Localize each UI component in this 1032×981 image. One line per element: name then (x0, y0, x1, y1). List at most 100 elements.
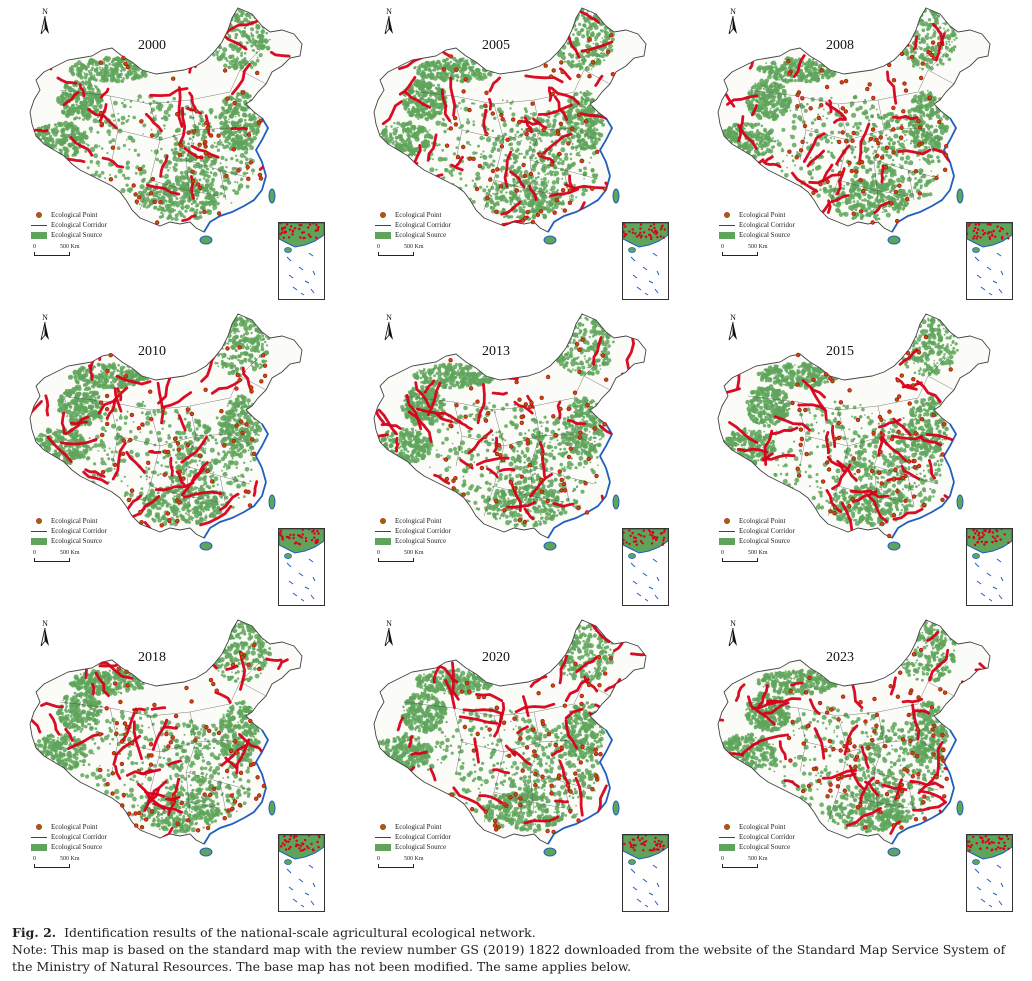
taiwan-island (612, 188, 620, 204)
legend-item-corridor: Ecological Corridor (374, 220, 484, 230)
ecological-point-layer (443, 337, 609, 525)
national-boundary (373, 7, 647, 233)
scale-distance-label: 500 Km (404, 856, 424, 862)
taiwan-island (612, 800, 620, 816)
internal-boundaries (59, 355, 267, 517)
ecological-point-layer (97, 642, 267, 833)
legend-point-label: Ecological Point (51, 211, 98, 219)
scale-bar: 0 500 Km (33, 550, 114, 566)
map-legend: Ecological Point Ecological Corridor Eco… (374, 516, 484, 546)
legend-corridor-label: Ecological Corridor (51, 221, 107, 229)
figure-label: Fig. 2. (12, 925, 57, 940)
china-map (29, 7, 303, 245)
scale-distance-label: 500 Km (404, 550, 424, 556)
legend-item-point: Ecological Point (718, 516, 828, 526)
china-map (717, 313, 991, 551)
hainan-island (199, 847, 213, 857)
south-china-sea-inset (622, 834, 669, 912)
legend-point-label: Ecological Point (395, 823, 442, 831)
map-legend: Ecological Point Ecological Corridor Eco… (30, 516, 140, 546)
legend-item-source: Ecological Source (30, 536, 140, 546)
point-symbol-icon (36, 212, 42, 218)
corridor-symbol-icon (719, 224, 735, 226)
ecological-point-layer (790, 334, 953, 539)
legend-source-label: Ecological Source (739, 231, 791, 239)
scale-bar-line (34, 252, 70, 256)
hainan-island (199, 235, 213, 245)
national-boundary (373, 313, 647, 539)
ecological-corridor-layer (30, 637, 289, 839)
coastline (547, 787, 611, 845)
corridor-symbol-icon (719, 530, 735, 532)
map-year-label: 2023 (826, 650, 854, 665)
north-arrow-icon: N (40, 7, 49, 35)
legend-point-label: Ecological Point (739, 517, 786, 525)
scale-distance-label: 500 Km (60, 244, 80, 250)
source-symbol-icon (719, 843, 735, 851)
national-boundary (29, 313, 303, 539)
ecological-point-layer (98, 55, 264, 225)
scale-distance-label: 500 Km (60, 856, 80, 862)
south-china-sea-inset (966, 834, 1013, 912)
taiwan-island (268, 800, 276, 816)
map-panel-grid: N 2000 Ecological Point Ecological Corri… (29, 0, 1032, 918)
scale-zero-label: 0 (33, 244, 36, 250)
legend-item-corridor: Ecological Corridor (30, 526, 140, 536)
legend-source-label: Ecological Source (51, 231, 103, 239)
source-symbol-icon (719, 231, 735, 239)
scale-bar: 0 500 Km (377, 244, 458, 260)
legend-item-corridor: Ecological Corridor (374, 526, 484, 536)
map-panel-2015: N 2015 Ecological Point Ecological Corri… (688, 306, 1032, 612)
hainan-island (199, 541, 213, 551)
source-symbol-icon (31, 537, 47, 545)
scale-bar: 0 500 Km (721, 856, 802, 872)
coastline (547, 481, 611, 539)
south-china-sea-inset (278, 222, 325, 300)
legend-item-source: Ecological Source (718, 230, 828, 240)
national-boundary (717, 7, 991, 233)
legend-corridor-label: Ecological Corridor (739, 833, 795, 841)
hainan-island (543, 235, 557, 245)
legend-item-source: Ecological Source (374, 230, 484, 240)
scale-distance-label: 500 Km (748, 856, 768, 862)
map-year-label: 2010 (138, 344, 166, 359)
legend-item-corridor: Ecological Corridor (718, 220, 828, 230)
map-panel-2013: N 2013 Ecological Point Ecological Corri… (344, 306, 688, 612)
legend-source-label: Ecological Source (51, 537, 103, 545)
scale-bar-line (378, 864, 414, 868)
scale-zero-label: 0 (721, 550, 724, 556)
ecological-corridor-layer (381, 10, 638, 226)
scale-zero-label: 0 (33, 856, 36, 862)
legend-item-point: Ecological Point (374, 822, 484, 832)
scale-zero-label: 0 (721, 244, 724, 250)
legend-item-corridor: Ecological Corridor (30, 220, 140, 230)
legend-corridor-label: Ecological Corridor (395, 527, 451, 535)
scale-bar: 0 500 Km (721, 244, 802, 260)
scale-zero-label: 0 (377, 550, 380, 556)
legend-item-source: Ecological Source (718, 842, 828, 852)
scale-distance-label: 500 Km (404, 244, 424, 250)
map-legend: Ecological Point Ecological Corridor Eco… (718, 516, 828, 546)
legend-point-label: Ecological Point (739, 823, 786, 831)
legend-corridor-label: Ecological Corridor (739, 221, 795, 229)
map-legend: Ecological Point Ecological Corridor Eco… (30, 822, 140, 852)
legend-item-point: Ecological Point (718, 210, 828, 220)
china-map (717, 7, 991, 245)
legend-item-corridor: Ecological Corridor (718, 832, 828, 842)
map-year-label: 2018 (138, 650, 166, 665)
point-symbol-icon (36, 824, 42, 830)
coastline (891, 481, 955, 539)
ecological-point-layer (441, 33, 616, 225)
legend-item-corridor: Ecological Corridor (718, 526, 828, 536)
legend-item-corridor: Ecological Corridor (374, 832, 484, 842)
map-panel-2005: N 2005 Ecological Point Ecological Corri… (344, 0, 688, 306)
legend-item-point: Ecological Point (374, 210, 484, 220)
ecological-point-layer (98, 345, 268, 528)
scale-distance-label: 500 Km (748, 244, 768, 250)
china-map (29, 619, 303, 857)
point-symbol-icon (724, 212, 730, 218)
scale-bar: 0 500 Km (33, 244, 114, 260)
scale-zero-label: 0 (377, 856, 380, 862)
south-china-sea-inset (278, 834, 325, 912)
map-panel-2023: N 2023 Ecological Point Ecological Corri… (688, 612, 1032, 918)
